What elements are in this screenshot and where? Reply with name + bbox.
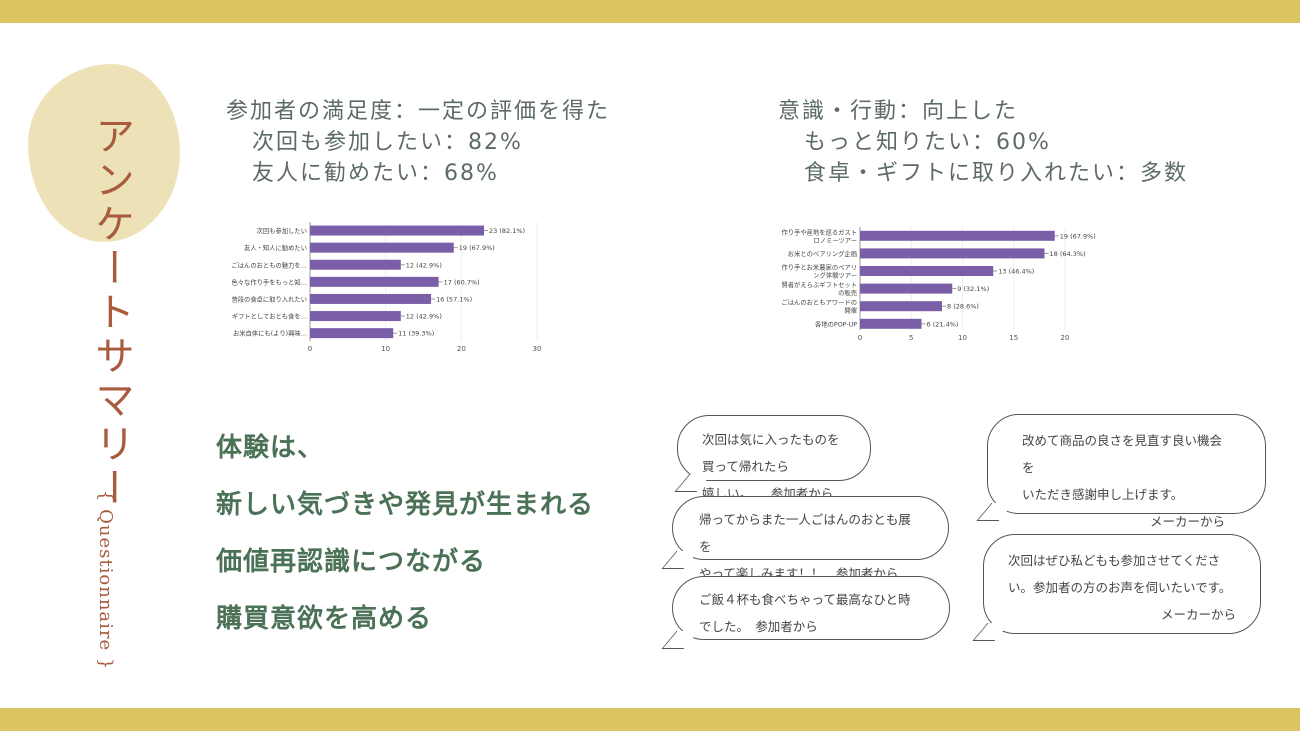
category-label: ギフトとしておとも食を…	[232, 312, 307, 321]
data-label: 8 (28.6%)	[947, 303, 979, 311]
tick-label: 20	[1061, 334, 1070, 342]
data-label: 23 (82.1%)	[489, 227, 525, 235]
bar	[310, 311, 401, 322]
data-label: 17 (60.7%)	[444, 278, 480, 286]
bar	[310, 259, 401, 270]
comment-text: 帰ってからまた一人ごはんのおとも展を	[699, 512, 911, 554]
category-label: 賢者がえらぶギフトセット	[781, 280, 857, 289]
heading-line: 次回も参加したい：82%	[252, 130, 523, 155]
message-line: 体験は、	[216, 433, 325, 463]
comment-bubble: 帰ってからまた一人ごはんのおとも展を やって楽しみます！！ 参加者から	[661, 496, 949, 581]
comment-text: い。参加者の方のお声を伺いたいです。	[1008, 580, 1232, 595]
page-title: アンケートサマリー	[88, 115, 134, 511]
awareness-heading: 意識・行動：向上した もっと知りたい：60% 食卓・ギフトに取り入れたい：多数	[778, 96, 1188, 189]
comment-bubble: ご飯４杯も食べちゃって最高なひと時 でした。 参加者から	[661, 576, 950, 649]
key-message: 体験は、 新しい気づきや発見が生まれる 価値再認識につながる 購買意欲を高める	[216, 420, 594, 648]
bar	[860, 248, 1045, 259]
tick-label: 15	[1009, 334, 1018, 342]
bar	[310, 242, 454, 253]
page-subtitle: { Questionnaire }	[95, 490, 116, 671]
decorative-blob	[28, 64, 180, 242]
satisfaction-heading: 参加者の満足度：一定の評価を得た 次回も参加したい：82% 友人に勧めたい：68…	[226, 96, 610, 189]
category-label: ごはんのおともの魅力を…	[231, 260, 307, 269]
bar	[860, 318, 922, 329]
top-band	[0, 0, 1300, 23]
comment-text: ご飯４杯も食べちゃって最高なひと時	[699, 592, 911, 607]
comment-source: メーカーから	[1149, 514, 1225, 529]
category-label: 色々な作り手をもっと知…	[231, 277, 307, 286]
comment-bubble: 次回は気に入ったものを買って帰れたら 嬉しい。 参加者から	[674, 415, 871, 501]
category-label: 作り手や産地を巡るガスト	[781, 227, 857, 236]
message-line: 新しい気づきや発見が生まれる	[216, 490, 595, 520]
bar	[310, 328, 394, 339]
tick-label: 10	[958, 334, 967, 342]
bar	[310, 293, 432, 304]
comment-bubble: 次回はぜひ私どもも参加させてくださ い。参加者の方のお声を伺いたいです。 メーカ…	[972, 534, 1261, 641]
category-label: ごはんのおともアワードの	[781, 298, 857, 307]
comment-text: 改めて商品の良さを見直す良い機会を	[1022, 433, 1223, 475]
comment-text: 次回は気に入ったものを買って帰れたら	[702, 432, 840, 474]
data-label: 13 (46.4%)	[998, 268, 1034, 276]
tick-label: 0	[308, 345, 312, 353]
heading-line: 友人に勧めたい：68%	[252, 161, 499, 186]
heading-line: もっと知りたい：60%	[804, 130, 1051, 155]
message-line: 価値再認識につながる	[216, 547, 487, 577]
data-label: 18 (64.3%)	[1050, 250, 1086, 258]
category-label: 作り手とお米農家のペアリ	[781, 263, 857, 272]
comment-text: いただき感謝申し上げます。	[1022, 487, 1184, 502]
bar	[860, 266, 994, 276]
bar	[860, 283, 953, 294]
message-line: 購買意欲を高める	[216, 604, 433, 634]
tick-label: 10	[381, 345, 390, 353]
category-label: の販売	[838, 288, 857, 297]
comment-text: でした。 参加者から	[699, 619, 818, 634]
tick-label: 30	[533, 345, 542, 353]
data-label: 9 (32.1%)	[957, 285, 989, 293]
heading-line: 食卓・ギフトに取り入れたい：多数	[804, 161, 1189, 186]
data-label: 19 (67.9%)	[459, 244, 495, 252]
comment-bubble: 改めて商品の良さを見直す良い機会を いただき感謝申し上げます。 メーカーから	[976, 414, 1266, 529]
data-label: 19 (67.9%)	[1060, 232, 1096, 240]
category-label: ロノミーツアー	[813, 236, 857, 244]
comment-text: 次回はぜひ私どもも参加させてくださ	[1008, 553, 1221, 568]
category-label: 普段の食卓に取り入れたい	[231, 294, 307, 303]
data-label: 12 (42.9%)	[406, 261, 442, 269]
category-label: 友人・知人に勧めたい	[244, 243, 307, 252]
category-label: 各地のPOP-UP	[815, 319, 857, 328]
category-label: お米とのペアリング企画	[788, 249, 857, 258]
bar	[860, 230, 1055, 241]
tick-label: 20	[457, 345, 466, 353]
data-label: 16 (57.1%)	[436, 295, 472, 303]
data-label: 12 (42.9%)	[406, 313, 442, 321]
category-label: 次回も参加したい	[257, 226, 307, 235]
data-label: 11 (39.3%)	[398, 330, 434, 338]
bottom-band	[0, 708, 1300, 731]
bar	[310, 276, 439, 287]
category-label: 開催	[844, 306, 857, 315]
heading-title: 参加者の満足度：一定の評価を得た	[226, 99, 611, 124]
comment-source: メーカーから	[1160, 607, 1236, 622]
tick-label: 0	[858, 334, 862, 342]
category-label: ング体験ツアー	[813, 271, 857, 280]
bar	[310, 225, 485, 236]
data-label: 6 (21.4%)	[927, 320, 959, 328]
category-label: お米自体にも(より)興味…	[233, 329, 307, 338]
bar	[860, 301, 942, 312]
heading-title: 意識・行動：向上した	[778, 99, 1019, 124]
tick-label: 5	[909, 334, 913, 342]
